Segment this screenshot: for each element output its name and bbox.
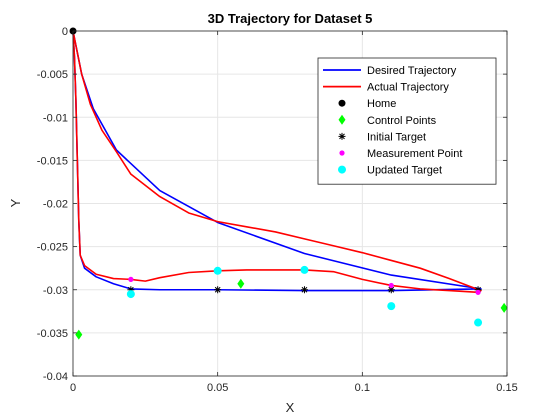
- asterisk-stroke: [388, 286, 395, 293]
- control-points-marker: [75, 329, 83, 340]
- initial-target-marker: [214, 286, 222, 294]
- ticks: 0 0.05 0.1 0.15 0 -0.005 -0.01 -0.015 -0.02 -0.02…: [37, 26, 518, 394]
- updated-target-marker: [387, 302, 396, 311]
- legend-label: Desired Trajectory: [367, 65, 457, 77]
- y-tick-label: -0.035: [37, 328, 68, 340]
- chart-title: 3D Trajectory for Dataset 5: [208, 11, 373, 26]
- x-tick-label: 0: [70, 382, 76, 394]
- asterisk-stroke: [214, 286, 221, 293]
- y-tick-label: -0.025: [37, 242, 68, 254]
- updated-target-marker: [300, 265, 309, 274]
- asterisk-stroke: [301, 286, 308, 293]
- y-tick-label: -0.03: [43, 285, 68, 297]
- initial-target-marker: [300, 286, 308, 294]
- updated-target-marker: [474, 318, 483, 327]
- x-tick-label: 0.1: [355, 382, 370, 394]
- y-tick-label: -0.005: [37, 69, 68, 81]
- y-tick-label: -0.04: [43, 371, 68, 383]
- y-tick-label: -0.02: [43, 199, 68, 211]
- x-tick-label: 0.05: [207, 382, 228, 394]
- measurement-point-marker: [475, 289, 481, 295]
- y-axis-label: Y: [8, 198, 23, 207]
- updated-target-marker: [213, 266, 222, 275]
- measurement-point-marker: [128, 276, 134, 282]
- legend-box: [317, 57, 497, 185]
- legend-swatch: [338, 165, 346, 174]
- y-tick-label: 0: [62, 26, 68, 38]
- y-tick-label: -0.01: [43, 112, 68, 124]
- x-axis-label: X: [286, 400, 295, 415]
- legend-label: Control Points: [367, 115, 437, 127]
- legend-swatch: [338, 99, 346, 107]
- measurement-point-marker: [388, 282, 394, 289]
- actual-trajectory-line: [72, 30, 482, 294]
- updated-target-marker: [126, 290, 135, 299]
- control-points-marker: [237, 278, 245, 289]
- control-points-marker: [500, 302, 508, 313]
- legend: Desired Trajectory Actual Trajectory Home C…: [317, 57, 497, 185]
- legend-swatch: [339, 150, 345, 156]
- y-tick-label: -0.015: [37, 155, 68, 167]
- legend-swatch: [338, 132, 346, 140]
- legend-label: Measurement Point: [367, 148, 462, 160]
- asterisk-stroke: [339, 133, 345, 140]
- x-tick-label: 0.15: [496, 382, 517, 394]
- legend-label: Home: [367, 98, 396, 110]
- data-layer: [69, 27, 508, 340]
- legend-label: Initial Target: [367, 131, 426, 143]
- legend-swatch: [338, 114, 346, 125]
- legend-label: Updated Target: [367, 165, 442, 177]
- legend-label: Actual Trajectory: [367, 82, 449, 94]
